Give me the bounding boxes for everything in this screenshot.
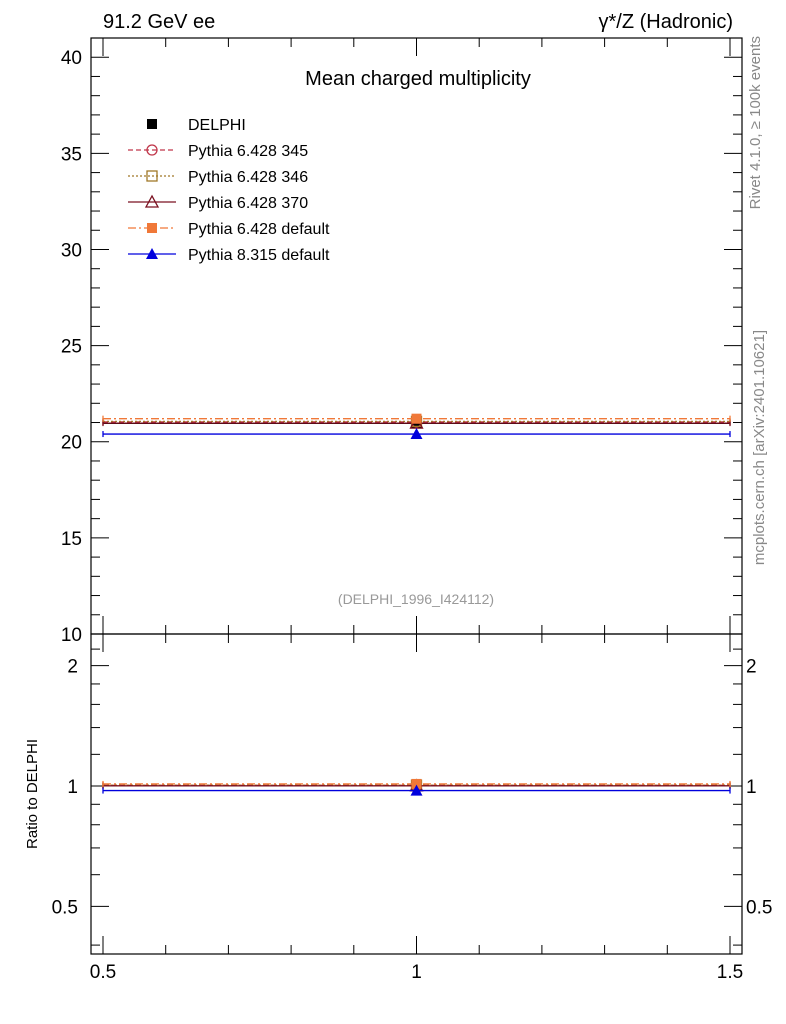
legend-marker-3 — [144, 194, 160, 208]
main-y-axis: 10 15 20 25 30 35 40 — [61, 37, 742, 646]
legend-label-0: DELPHI — [188, 117, 246, 134]
main-ytick-label: 40 — [61, 48, 82, 69]
legend-marker-1 — [146, 144, 158, 156]
ratio-point-4 — [411, 778, 422, 789]
mcplots-label: mcplots.cern.ch [arXiv:2401.10621] — [751, 330, 768, 565]
legend-marker-5 — [146, 248, 158, 259]
main-ytick-label: 15 — [61, 529, 82, 550]
legend-marker-4 — [147, 223, 157, 233]
legend-marker-0 — [147, 119, 157, 129]
main-point-4 — [411, 413, 422, 424]
ratio-y-axis: 0.5 0.5 1 1 2 2 — [52, 648, 772, 946]
x-axis: 0.5 1 1.5 — [90, 38, 743, 983]
legend-label-5: Pythia 8.315 default — [188, 247, 330, 264]
rivet-label: Rivet 4.1.0, ≥ 100k events — [747, 36, 764, 209]
x-tick-label: 1 — [411, 962, 422, 983]
main-point-5 — [410, 428, 423, 440]
legend-label-2: Pythia 6.428 346 — [188, 169, 308, 186]
ratio-ytick-label-right: 2 — [746, 657, 757, 678]
header-left: 91.2 GeV ee — [103, 11, 215, 33]
ratio-ylabel: Ratio to DELPHI — [24, 739, 41, 849]
header-right: γ*/Z (Hadronic) — [599, 11, 733, 33]
chart-title: Mean charged multiplicity — [305, 68, 531, 90]
x-tick-label: 1.5 — [717, 962, 743, 983]
main-series-layer — [102, 413, 731, 440]
legend: DELPHI Pythia 6.428 345 Pythia 6.428 346 Py… — [128, 117, 330, 264]
legend-label-3: Pythia 6.428 370 — [188, 195, 308, 212]
ratio-point-5 — [410, 784, 423, 796]
ratio-ytick-label-left: 2 — [67, 657, 78, 678]
main-ytick-label: 20 — [61, 433, 82, 454]
legend-marker-2 — [146, 170, 158, 182]
main-ytick-label: 30 — [61, 240, 82, 261]
ratio-ytick-label-left: 0.5 — [52, 897, 78, 918]
legend-label-1: Pythia 6.428 345 — [188, 143, 308, 160]
ratio-series-layer — [102, 778, 731, 796]
main-ytick-label: 25 — [61, 337, 82, 358]
legend-label-4: Pythia 6.428 default — [188, 221, 330, 238]
ratio-ytick-label-right: 1 — [746, 777, 757, 798]
analysis-label: (DELPHI_1996_I424112) — [338, 591, 494, 607]
ratio-ytick-label-right: 0.5 — [746, 897, 772, 918]
main-ytick-label: 35 — [61, 144, 82, 165]
ratio-ytick-label-left: 1 — [67, 777, 78, 798]
x-tick-label: 0.5 — [90, 962, 116, 983]
main-ytick-label: 10 — [61, 625, 82, 646]
